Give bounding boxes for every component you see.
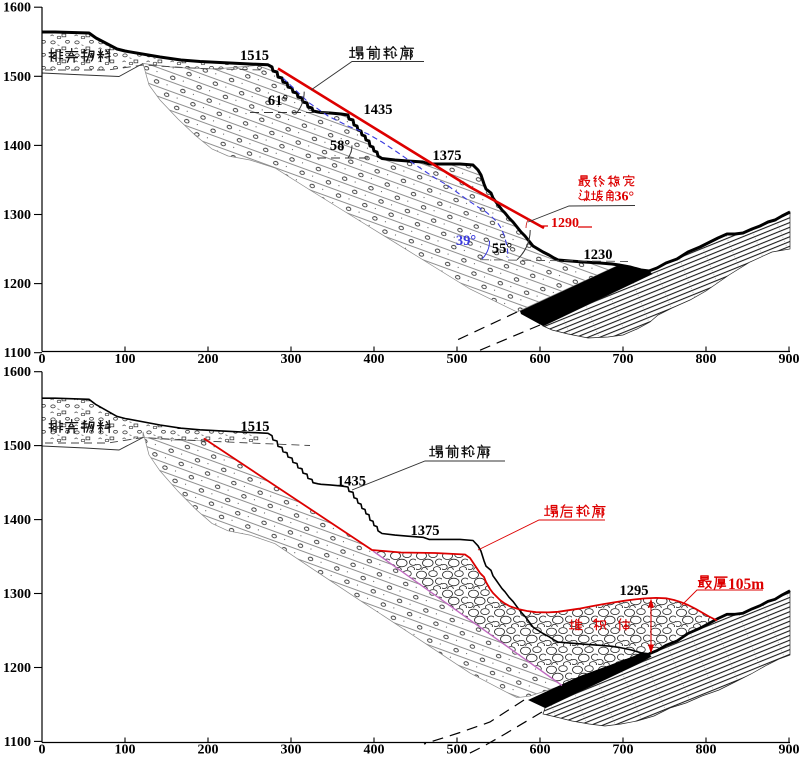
svg-text:1375: 1375 [433, 148, 462, 164]
svg-text:1600: 1600 [3, 1, 31, 16]
svg-text:400: 400 [364, 743, 385, 758]
svg-text:1400: 1400 [3, 139, 31, 154]
svg-text:700: 700 [613, 743, 634, 758]
svg-text:200: 200 [198, 743, 219, 758]
svg-text:300: 300 [281, 352, 302, 367]
svg-text:200: 200 [198, 352, 219, 367]
svg-text:800: 800 [696, 352, 717, 367]
svg-text:1290: 1290 [551, 216, 579, 231]
svg-text:1300: 1300 [3, 208, 31, 223]
svg-text:1200: 1200 [3, 661, 31, 676]
svg-text:105m: 105m [728, 576, 764, 593]
svg-text:600: 600 [530, 352, 551, 367]
svg-text:700: 700 [613, 352, 634, 367]
svg-text:1600: 1600 [3, 365, 31, 380]
svg-text:800: 800 [696, 743, 717, 758]
svg-text:500: 500 [447, 743, 468, 758]
svg-text:1435: 1435 [337, 474, 366, 490]
svg-text:1500: 1500 [3, 439, 31, 454]
svg-text:400: 400 [364, 352, 385, 367]
svg-text:600: 600 [530, 743, 551, 758]
svg-text:58°: 58° [330, 138, 351, 154]
svg-text:100: 100 [115, 352, 136, 367]
svg-text:36°: 36° [615, 190, 635, 205]
svg-text:1515: 1515 [241, 419, 270, 435]
svg-text:100: 100 [115, 743, 136, 758]
svg-text:1515: 1515 [240, 48, 269, 64]
svg-text:1435: 1435 [364, 102, 393, 118]
svg-text:0: 0 [39, 352, 46, 367]
svg-text:55°: 55° [492, 241, 513, 257]
svg-text:1200: 1200 [3, 277, 31, 292]
svg-text:1300: 1300 [3, 587, 31, 602]
svg-text:1100: 1100 [4, 735, 31, 750]
svg-text:1295: 1295 [620, 583, 649, 599]
svg-text:61°: 61° [268, 93, 289, 109]
svg-text:300: 300 [281, 743, 302, 758]
svg-text:1100: 1100 [4, 346, 31, 361]
svg-text:1375: 1375 [411, 523, 440, 539]
svg-text:1400: 1400 [3, 513, 31, 528]
svg-text:1500: 1500 [3, 70, 31, 85]
svg-text:900: 900 [779, 743, 800, 758]
svg-text:0: 0 [39, 743, 46, 758]
svg-text:900: 900 [779, 352, 800, 367]
svg-text:500: 500 [447, 352, 468, 367]
svg-text:1230: 1230 [584, 247, 613, 263]
svg-text:39°: 39° [456, 233, 477, 249]
